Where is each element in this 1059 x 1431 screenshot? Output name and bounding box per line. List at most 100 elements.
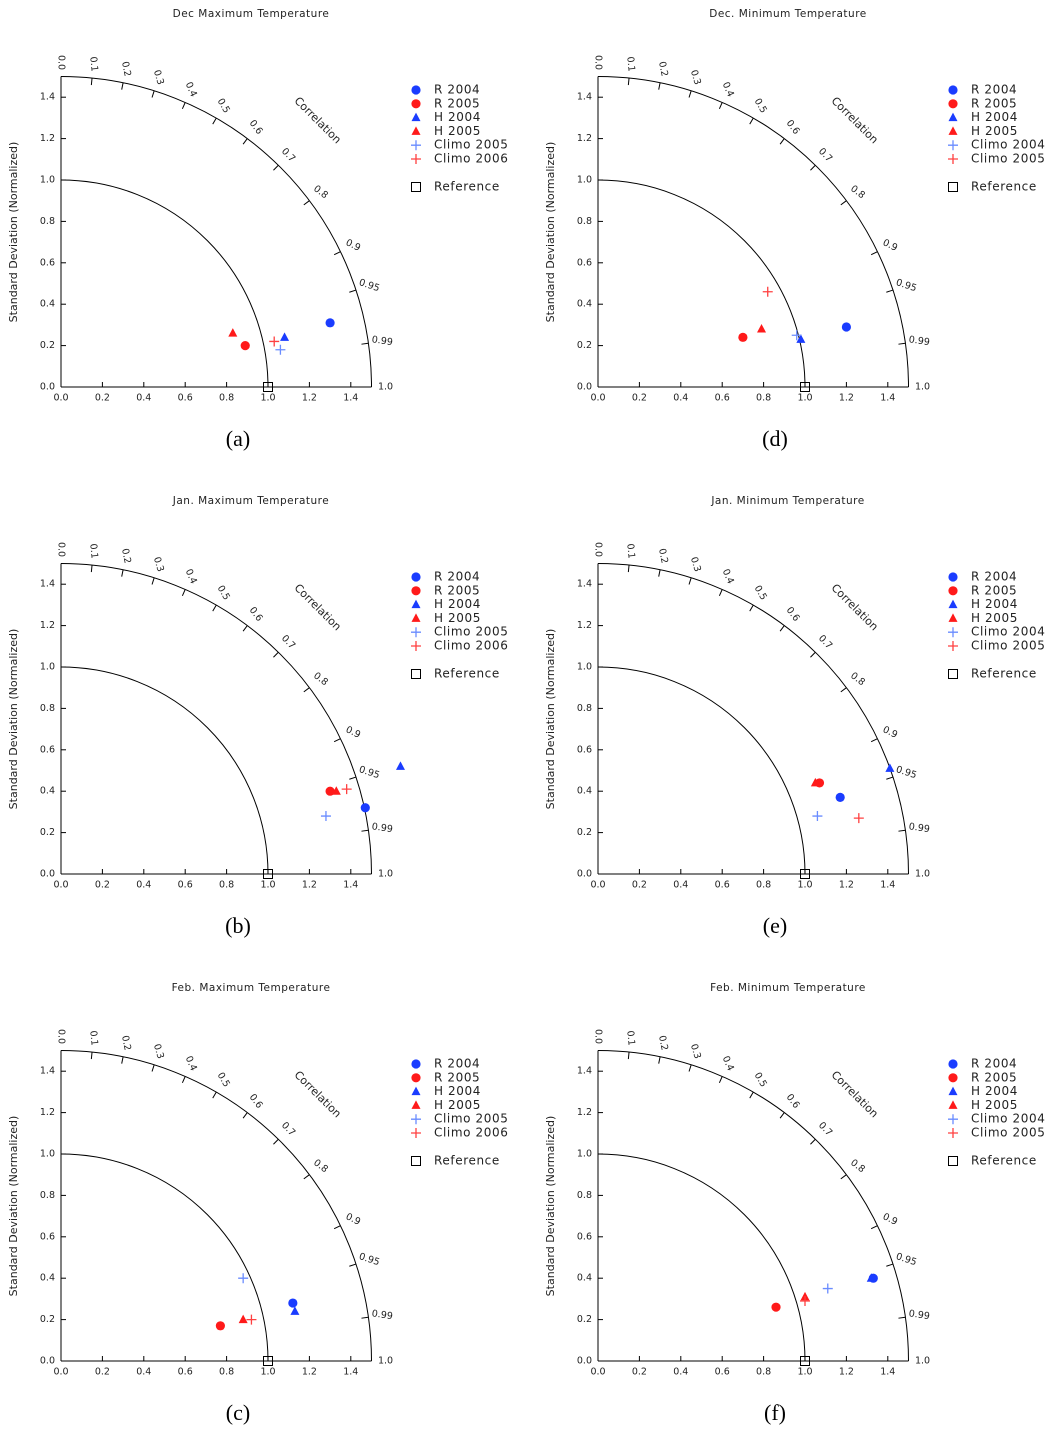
correlation-tick xyxy=(181,1076,186,1084)
correlation-tick xyxy=(181,589,186,597)
legend-label: H 2004 xyxy=(971,110,1018,124)
legend-label: Climo 2005 xyxy=(434,1112,508,1126)
y-tick-label: 0.6 xyxy=(40,744,55,755)
legend-label: R 2005 xyxy=(434,1070,480,1084)
legend-label: R 2005 xyxy=(434,96,480,110)
y-axis-label: Standard Deviation (Normalized) xyxy=(7,1116,20,1297)
correlation-tick-label: 1.0 xyxy=(378,382,393,393)
y-tick-label: 1.2 xyxy=(40,133,55,144)
correlation-tick-label: 0.99 xyxy=(908,334,930,348)
y-tick-label: 0.2 xyxy=(577,1314,592,1325)
legend-marker xyxy=(948,1100,958,1109)
correlation-tick-label: 0.6 xyxy=(247,1092,265,1111)
x-tick-label: 1.2 xyxy=(839,393,854,404)
x-tick-label: 0.0 xyxy=(53,1367,68,1378)
legend-label: H 2004 xyxy=(434,1084,481,1098)
correlation-tick-label: 0.3 xyxy=(151,69,166,87)
legend-marker xyxy=(948,1059,958,1069)
legend-label: Climo 2005 xyxy=(971,639,1045,653)
correlation-tick-label: 0.95 xyxy=(358,277,382,294)
x-tick-label: 0.4 xyxy=(136,880,151,891)
correlation-tick xyxy=(840,1174,847,1180)
correlation-tick-label: 0.2 xyxy=(119,1035,133,1052)
correlation-tick-label: 0.8 xyxy=(311,670,330,688)
y-tick-label: 1.4 xyxy=(40,579,55,590)
correlation-tick xyxy=(242,1112,248,1119)
data-point xyxy=(771,1302,781,1312)
correlation-tick xyxy=(627,1052,630,1060)
legend-marker xyxy=(948,112,958,122)
correlation-tick xyxy=(718,102,723,110)
legend-marker xyxy=(411,599,421,609)
data-point xyxy=(290,1306,300,1315)
correlation-tick xyxy=(870,738,878,743)
taylor-chart: Dec. Minimum Temperature (d) Standard Devi… xyxy=(544,8,1045,451)
legend-label: R 2004 xyxy=(434,83,480,97)
legend-marker xyxy=(948,182,958,192)
correlation-tick xyxy=(810,164,816,171)
legend-label: H 2005 xyxy=(971,611,1018,625)
data-point xyxy=(280,332,290,341)
x-tick-label: 0.8 xyxy=(219,393,234,404)
correlation-tick-label: 0.9 xyxy=(344,724,362,740)
x-tick-label: 0.2 xyxy=(632,880,647,891)
legend-label: H 2005 xyxy=(434,611,481,625)
correlation-tick xyxy=(333,738,341,743)
correlation-tick xyxy=(121,82,124,90)
correlation-tick xyxy=(886,776,894,780)
correlation-tick xyxy=(212,117,217,125)
legend-marker xyxy=(411,641,421,651)
correlation-tick-label: 0.6 xyxy=(784,1092,802,1111)
correlation-tick-label: 0.7 xyxy=(816,633,834,651)
legend-label: Climo 2005 xyxy=(971,152,1045,166)
correlation-tick xyxy=(333,1225,341,1230)
correlation-tick-label: 0.1 xyxy=(624,543,636,559)
x-tick-label: 1.4 xyxy=(880,393,895,404)
correlation-tick xyxy=(810,1138,816,1145)
correlation-tick xyxy=(658,82,661,90)
y-tick-label: 1.4 xyxy=(577,1066,592,1077)
x-tick-label: 0.6 xyxy=(715,1367,730,1378)
correlation-tick xyxy=(886,1263,894,1267)
x-tick-label: 1.2 xyxy=(839,1367,854,1378)
legend-marker xyxy=(411,669,421,679)
data-point xyxy=(800,869,810,879)
data-point xyxy=(325,786,335,796)
correlation-tick-label: 0.5 xyxy=(752,1071,769,1090)
data-point xyxy=(810,777,820,787)
data-point xyxy=(885,763,895,772)
correlation-tick-label: 1.0 xyxy=(378,869,393,880)
correlation-tick xyxy=(349,776,357,780)
x-tick-label: 0.2 xyxy=(632,393,647,404)
legend-marker xyxy=(948,627,958,638)
correlation-tick xyxy=(870,251,878,256)
y-tick-label: 1.2 xyxy=(577,620,592,631)
correlation-tick-label: 0.4 xyxy=(183,567,199,585)
correlation-tick xyxy=(333,251,341,256)
y-tick-label: 0.2 xyxy=(40,340,55,351)
correlation-tick xyxy=(273,164,279,171)
chart-title: Feb. Maximum Temperature xyxy=(172,982,331,994)
outer-arc xyxy=(597,563,909,875)
correlation-tick xyxy=(779,625,785,632)
y-tick-label: 0.0 xyxy=(577,1356,592,1367)
x-tick-label: 0.8 xyxy=(219,880,234,891)
y-tick-label: 1.2 xyxy=(577,1107,592,1118)
legend-label: H 2005 xyxy=(971,1098,1018,1112)
legend-label: Climo 2006 xyxy=(434,152,508,166)
correlation-tick xyxy=(361,342,369,345)
y-tick-label: 0.2 xyxy=(40,827,55,838)
legend-marker xyxy=(948,1073,958,1083)
legend-label: H 2005 xyxy=(971,124,1018,138)
legend-label: R 2004 xyxy=(971,570,1017,584)
correlation-tick-label: 0.0 xyxy=(56,1029,67,1044)
correlation-tick-label: 0.8 xyxy=(848,670,867,688)
correlation-tick-label: 0.0 xyxy=(56,542,67,557)
correlation-tick xyxy=(90,1052,93,1060)
correlation-tick xyxy=(688,90,692,98)
correlation-tick xyxy=(749,604,754,612)
y-tick-label: 0.6 xyxy=(577,1231,592,1242)
correlation-tick-label: 0.3 xyxy=(688,1043,703,1061)
legend-marker xyxy=(411,572,421,582)
correlation-tick-label: 0.3 xyxy=(688,556,703,574)
